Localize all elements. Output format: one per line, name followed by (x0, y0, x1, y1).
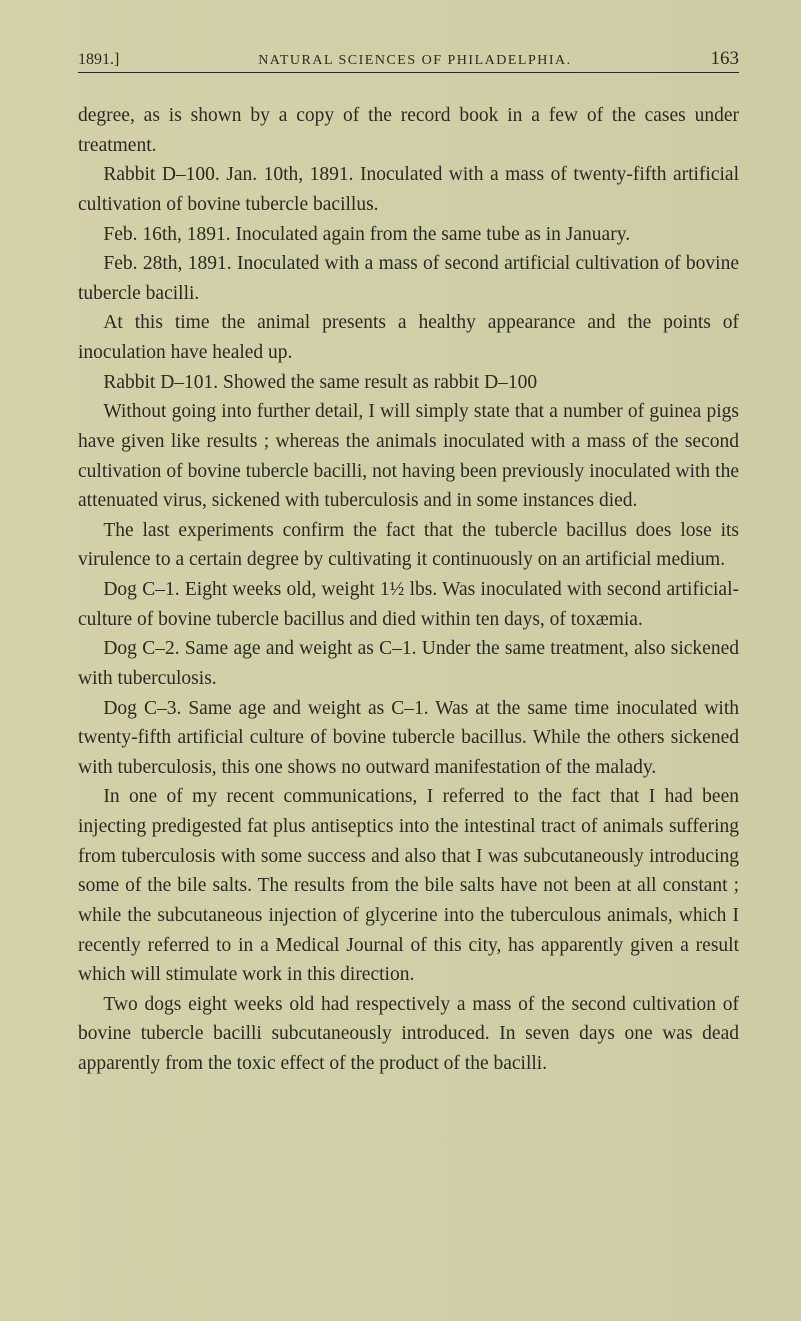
paragraph: In one of my recent communications, I re… (78, 782, 739, 989)
paragraph: Without going into further detail, I wil… (78, 397, 739, 516)
paragraph: Feb. 16th, 1891. Inoculated again from t… (78, 220, 739, 250)
scanned-page: 1891.] NATURAL SCIENCES OF PHILADELPHIA.… (0, 0, 801, 1321)
paragraph: The last experiments confirm the fact th… (78, 516, 739, 575)
page-header: 1891.] NATURAL SCIENCES OF PHILADELPHIA.… (78, 48, 739, 73)
year-label: 1891.] (78, 51, 119, 69)
body-text: degree, as is shown by a copy of the rec… (78, 101, 739, 1079)
paragraph: degree, as is shown by a copy of the rec… (78, 101, 739, 160)
paragraph: Feb. 28th, 1891. Inoculated with a mass … (78, 249, 739, 308)
paragraph: Dog C–1. Eight weeks old, weight 1½ lbs.… (78, 575, 739, 634)
paragraph: Dog C–2. Same age and weight as C–1. Und… (78, 634, 739, 693)
paragraph: Rabbit D–101. Showed the same result as … (78, 368, 739, 398)
paragraph: At this time the animal presents a healt… (78, 308, 739, 367)
page-number: 163 (710, 48, 739, 70)
paragraph: Two dogs eight weeks old had respectivel… (78, 990, 739, 1079)
running-title: NATURAL SCIENCES OF PHILADELPHIA. (258, 53, 571, 69)
paragraph: Dog C–3. Same age and weight as C–1. Was… (78, 694, 739, 783)
paragraph: Rabbit D–100. Jan. 10th, 1891. Inoculate… (78, 160, 739, 219)
